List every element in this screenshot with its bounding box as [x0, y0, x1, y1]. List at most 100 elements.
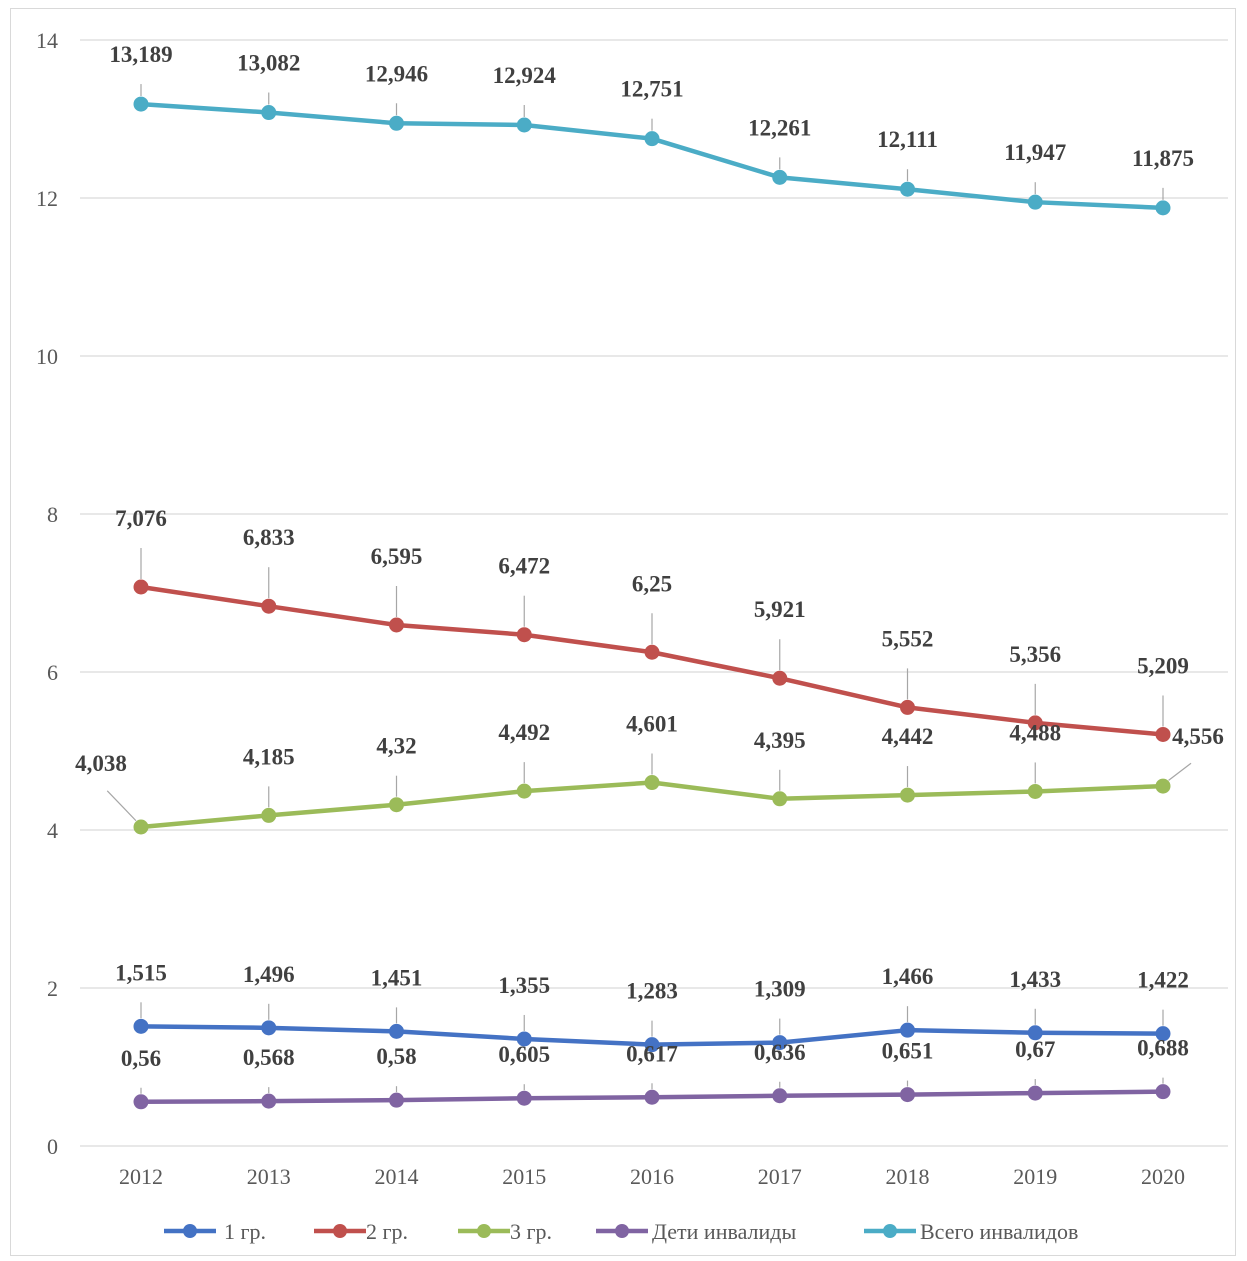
data-label: 1,515	[115, 960, 167, 985]
data-label: 1,355	[498, 973, 550, 998]
series-point-дети-инвалиды	[1155, 1084, 1171, 1100]
series-point-2-гр	[900, 699, 915, 715]
series-point-2-гр	[772, 670, 788, 686]
x-tick-label: 2018	[886, 1164, 930, 1189]
data-label: 1,433	[1009, 967, 1061, 992]
legend-label: 2 гр.	[366, 1219, 408, 1244]
data-label: 12,111	[877, 127, 938, 152]
series-point-дети-инвалиды	[1027, 1085, 1043, 1101]
series-point-1-гр	[900, 1022, 915, 1038]
series-point-1-гр	[516, 1031, 532, 1047]
series-point-2-гр	[261, 598, 277, 614]
y-tick-label: 14	[36, 28, 58, 53]
data-label: 4,442	[882, 724, 934, 749]
data-label: 6,472	[498, 554, 550, 579]
series-point-3-гр	[1155, 778, 1171, 794]
series-point-всего-инвалидов	[644, 131, 660, 147]
series-point-1-гр	[644, 1037, 660, 1053]
series-point-2-гр	[389, 617, 404, 633]
series-point-2-гр	[1155, 726, 1171, 742]
series-point-3-гр	[772, 791, 788, 807]
series-point-всего-инвалидов	[1155, 200, 1171, 216]
y-tick-label: 12	[36, 186, 58, 211]
series-point-1-гр	[1155, 1026, 1171, 1042]
series-point-всего-инвалидов	[133, 96, 149, 112]
data-label: 12,946	[365, 61, 428, 86]
data-label: 4,488	[1009, 720, 1061, 745]
y-tick-label: 10	[36, 344, 58, 369]
data-label: 11,875	[1132, 146, 1194, 171]
data-label: 4,601	[626, 712, 678, 737]
data-label: 12,751	[620, 77, 683, 102]
legend-label: Дети инвалиды	[652, 1219, 796, 1244]
series-point-2-гр	[644, 644, 660, 660]
data-label: 0,651	[882, 1039, 934, 1064]
data-label: 5,209	[1137, 653, 1189, 678]
series-point-1-гр	[389, 1023, 404, 1039]
legend-label: 3 гр.	[510, 1219, 552, 1244]
series-point-2-гр	[133, 579, 149, 595]
data-label-leader	[1168, 762, 1192, 781]
y-tick-label: 6	[47, 660, 58, 685]
series-point-всего-инвалидов	[772, 169, 788, 185]
data-label: 6,595	[371, 544, 423, 569]
series-point-3-гр	[900, 787, 915, 803]
data-label: 5,552	[882, 626, 934, 651]
series-point-дети-инвалиды	[644, 1089, 660, 1105]
series-point-всего-инвалидов	[1027, 194, 1043, 210]
data-label: 1,496	[243, 962, 295, 987]
data-label: 6,25	[632, 571, 672, 596]
data-label: 1,283	[626, 979, 678, 1004]
series-point-1-гр	[1027, 1025, 1043, 1041]
chart-frame	[10, 8, 1236, 1256]
data-label: 0,688	[1137, 1036, 1189, 1061]
data-label: 4,185	[243, 744, 295, 769]
data-label-leader	[106, 790, 137, 822]
series-point-дети-инвалиды	[516, 1090, 532, 1106]
data-label: 13,082	[237, 51, 300, 76]
series-point-2-гр	[516, 627, 532, 643]
data-label: 5,921	[754, 597, 806, 622]
data-label: 6,833	[243, 525, 295, 550]
data-label: 12,924	[493, 63, 557, 88]
y-tick-label: 2	[47, 976, 58, 1001]
data-label: 12,261	[748, 115, 811, 140]
legend-label: 1 гр.	[224, 1219, 266, 1244]
legend-label: Всего инвалидов	[920, 1219, 1078, 1244]
series-point-дети-инвалиды	[900, 1087, 915, 1103]
x-tick-label: 2017	[758, 1164, 802, 1189]
y-tick-label: 4	[47, 818, 58, 843]
series-point-3-гр	[133, 819, 149, 835]
data-label: 4,32	[376, 734, 416, 759]
series-point-3-гр	[389, 797, 404, 813]
series-point-дети-инвалиды	[772, 1088, 788, 1104]
data-label: 5,356	[1009, 642, 1061, 667]
data-label: 0,605	[498, 1042, 550, 1067]
legend-marker	[477, 1224, 491, 1238]
data-label: 0,636	[754, 1040, 806, 1065]
data-label: 7,076	[115, 506, 167, 531]
y-tick-label: 0	[47, 1134, 58, 1159]
data-label: 1,466	[882, 964, 934, 989]
data-label: 0,56	[121, 1046, 161, 1071]
series-point-дети-инвалиды	[261, 1093, 277, 1109]
data-label: 1,309	[754, 977, 806, 1002]
data-label: 0,58	[376, 1044, 416, 1069]
x-tick-label: 2015	[502, 1164, 546, 1189]
series-point-всего-инвалидов	[900, 181, 915, 197]
data-label: 11,947	[1004, 140, 1066, 165]
series-point-всего-инвалидов	[516, 117, 532, 133]
series-point-дети-инвалиды	[133, 1094, 149, 1110]
series-point-2-гр	[1027, 715, 1043, 731]
x-tick-label: 2012	[119, 1164, 163, 1189]
series-point-3-гр	[644, 775, 660, 791]
series-point-всего-инвалидов	[261, 105, 277, 121]
series-point-всего-инвалидов	[389, 115, 404, 131]
x-tick-label: 2013	[247, 1164, 291, 1189]
series-point-3-гр	[516, 783, 532, 799]
data-label: 0,568	[243, 1045, 295, 1070]
legend-marker	[615, 1224, 629, 1238]
data-label: 4,038	[75, 751, 127, 776]
series-point-3-гр	[261, 807, 277, 823]
